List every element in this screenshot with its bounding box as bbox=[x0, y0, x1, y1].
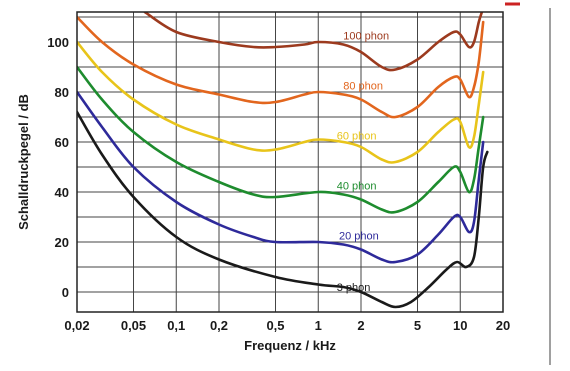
x-tick-label: 0,2 bbox=[210, 318, 228, 333]
series-line bbox=[77, 90, 485, 264]
series-line bbox=[77, 40, 485, 164]
x-tick-label: 2 bbox=[357, 318, 364, 333]
series-label: 20 phon bbox=[339, 231, 379, 243]
y-tick-label: 0 bbox=[62, 285, 69, 300]
x-tick-labels: 0,02 0,05 0,1 0,2 0,5 1 2 5 10 20 bbox=[64, 318, 510, 333]
series-line bbox=[143, 12, 484, 72]
series-label: 80 phon bbox=[343, 81, 383, 93]
series-label: 100 phon bbox=[343, 31, 389, 43]
y-tick-labels: 0 20 40 60 80 100 bbox=[47, 35, 69, 300]
series-label: 40 phon bbox=[337, 181, 377, 193]
series-labels: 3 phon 20 phon 40 phon 60 phon 80 phon 100 ph… bbox=[337, 31, 389, 294]
y-tick-label: 20 bbox=[55, 235, 69, 250]
series-line bbox=[77, 15, 485, 119]
plot-background bbox=[77, 12, 503, 312]
series-line bbox=[77, 65, 485, 214]
x-tick-label: 0,02 bbox=[64, 318, 89, 333]
y-tick-label: 40 bbox=[55, 185, 69, 200]
x-tick-label: 1 bbox=[315, 318, 322, 333]
series-label: 60 phon bbox=[337, 131, 377, 143]
series-line bbox=[77, 110, 489, 309]
series-label: 3 phon bbox=[337, 282, 371, 294]
x-tick-label: 20 bbox=[496, 318, 510, 333]
y-tick-label: 100 bbox=[47, 35, 69, 50]
x-axis-title: Frequenz / kHz bbox=[244, 338, 336, 353]
x-tick-label: 0,05 bbox=[121, 318, 146, 333]
y-tick-label: 80 bbox=[55, 85, 69, 100]
x-tick-label: 0,5 bbox=[266, 318, 284, 333]
y-axis-title: Schalldruckpegel / dB bbox=[16, 94, 31, 230]
y-tick-label: 60 bbox=[55, 135, 69, 150]
x-tick-label: 0,1 bbox=[167, 318, 185, 333]
series-group bbox=[77, 12, 489, 309]
plot-frame bbox=[76, 11, 504, 313]
x-tick-label: 5 bbox=[414, 318, 421, 333]
x-tick-label: 10 bbox=[453, 318, 467, 333]
